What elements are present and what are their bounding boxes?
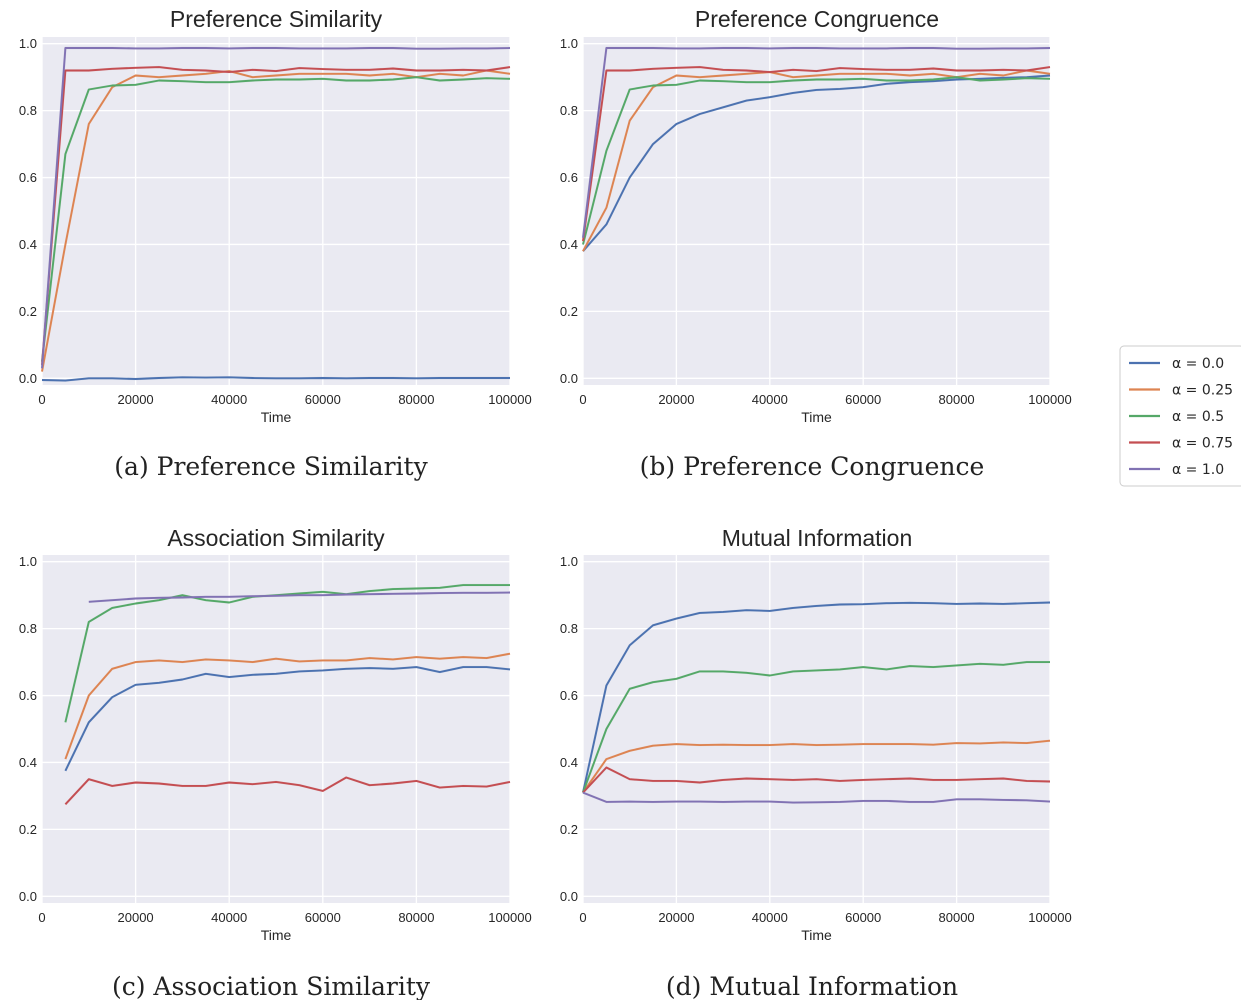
series-line-0 xyxy=(41,376,510,382)
x-tick-label: 20000 xyxy=(118,910,154,925)
x-tick-label: 40000 xyxy=(752,392,788,407)
series-line-3 xyxy=(582,66,1051,242)
plot-area xyxy=(42,37,510,385)
y-tick-label: 0.8 xyxy=(560,621,578,636)
x-tick-label: 60000 xyxy=(305,910,341,925)
x-tick-label: 20000 xyxy=(658,910,694,925)
series-line-4 xyxy=(582,47,1051,238)
figure-caption: (d) Mutual Information xyxy=(666,972,958,1000)
y-tick-label: 0.8 xyxy=(19,621,37,636)
series-line-1 xyxy=(41,69,511,372)
y-tick-label: 0.6 xyxy=(560,170,578,185)
x-tick-label: 20000 xyxy=(658,392,694,407)
x-axis-label: Time xyxy=(801,409,832,425)
x-tick-label: 60000 xyxy=(305,392,341,407)
x-tick-label: 40000 xyxy=(211,910,247,925)
x-tick-label: 60000 xyxy=(845,392,881,407)
series-line-2 xyxy=(64,584,510,723)
x-tick-label: 0 xyxy=(579,910,586,925)
x-axis-label: Time xyxy=(801,927,832,943)
x-tick-label: 40000 xyxy=(752,910,788,925)
x-axis-label: Time xyxy=(261,409,292,425)
series-line-2 xyxy=(582,661,1050,793)
legend-entry-2: α = 0.5 xyxy=(1172,409,1224,425)
x-tick-label: 80000 xyxy=(398,392,434,407)
x-tick-label: 0 xyxy=(38,392,45,407)
series-line-1 xyxy=(582,739,1051,794)
series-line-3 xyxy=(64,776,511,805)
x-tick-label: 100000 xyxy=(1028,392,1071,407)
plot-area xyxy=(42,555,510,903)
chart-title: Mutual Information xyxy=(722,525,912,551)
chart-panel-1: 0 20000 40000 60000 80000 100000 0.0 0.2 0.4 0.6 0… xyxy=(19,6,532,481)
x-axis-label: Time xyxy=(261,927,292,943)
legend-entry-0: α = 0.0 xyxy=(1172,356,1224,372)
figure-caption: (a) Preference Similarity xyxy=(114,452,428,481)
series-line-3 xyxy=(582,766,1051,794)
y-tick-label: 1.0 xyxy=(19,36,37,51)
figure-caption: (c) Association Similarity xyxy=(112,972,431,1000)
y-tick-label: 0.4 xyxy=(560,237,578,252)
y-tick-label: 0.6 xyxy=(560,688,578,703)
plot-area xyxy=(583,37,1050,385)
x-tick-label: 80000 xyxy=(939,392,975,407)
y-tick-label: 0.2 xyxy=(19,304,37,319)
y-tick-label: 0.2 xyxy=(560,304,578,319)
y-tick-label: 0.4 xyxy=(19,755,37,770)
y-tick-label: 1.0 xyxy=(560,554,578,569)
y-tick-label: 0.8 xyxy=(19,103,37,118)
x-tick-label: 60000 xyxy=(845,910,881,925)
y-tick-label: 0.2 xyxy=(560,822,578,837)
chart-title: Preference Congruence xyxy=(695,6,939,32)
x-tick-label: 80000 xyxy=(398,910,434,925)
legend-entry-1: α = 0.25 xyxy=(1172,383,1233,399)
legend-box xyxy=(1119,345,1241,487)
legend: α = 0.0 α = 0.25 α = 0.5 α = 0.75 α = 1.0 xyxy=(1119,345,1241,487)
series-line-0 xyxy=(64,666,511,772)
series-line-1 xyxy=(64,652,511,760)
x-tick-label: 0 xyxy=(38,910,45,925)
series-line-0 xyxy=(582,601,1051,793)
series-line-3 xyxy=(41,66,511,365)
y-tick-label: 0.0 xyxy=(560,889,578,904)
x-tick-label: 0 xyxy=(579,392,586,407)
x-tick-label: 100000 xyxy=(488,910,531,925)
y-tick-label: 1.0 xyxy=(19,554,37,569)
y-tick-label: 0.6 xyxy=(19,170,37,185)
chart-panel-3: 0 20000 40000 60000 80000 100000 0.0 0.2 0.4 0.6 0… xyxy=(19,525,532,1000)
series-line-4 xyxy=(88,591,511,603)
x-tick-label: 40000 xyxy=(211,392,247,407)
chart-title: Preference Similarity xyxy=(170,6,383,32)
y-tick-label: 0.0 xyxy=(19,889,37,904)
series-line-1 xyxy=(582,69,1051,252)
series-line-2 xyxy=(41,76,511,362)
chart-title: Association Similarity xyxy=(167,525,385,551)
x-tick-label: 20000 xyxy=(118,392,154,407)
y-tick-label: 0.0 xyxy=(560,371,578,386)
series-line-4 xyxy=(582,791,1051,804)
x-tick-label: 100000 xyxy=(488,392,531,407)
y-tick-label: 0.2 xyxy=(19,822,37,837)
y-tick-label: 0.4 xyxy=(560,755,578,770)
y-tick-label: 0.6 xyxy=(19,688,37,703)
plot-area xyxy=(583,555,1050,903)
y-tick-label: 0.4 xyxy=(19,237,37,252)
figure-caption: (b) Preference Congruence xyxy=(640,452,985,481)
chart-panel-2: 0 20000 40000 60000 80000 100000 0.0 0.2 0.4 0.6 0… xyxy=(560,6,1072,481)
x-tick-label: 80000 xyxy=(939,910,975,925)
legend-entry-4: α = 1.0 xyxy=(1172,462,1224,478)
y-tick-label: 0.0 xyxy=(19,371,37,386)
y-tick-label: 1.0 xyxy=(560,36,578,51)
y-tick-label: 0.8 xyxy=(560,103,578,118)
series-line-4 xyxy=(41,47,511,369)
chart-panel-4: 0 20000 40000 60000 80000 100000 0.0 0.2 0.4 0.6 0… xyxy=(560,525,1072,1000)
series-line-2 xyxy=(582,76,1051,245)
x-tick-label: 100000 xyxy=(1028,910,1071,925)
legend-entry-3: α = 0.75 xyxy=(1172,436,1233,452)
